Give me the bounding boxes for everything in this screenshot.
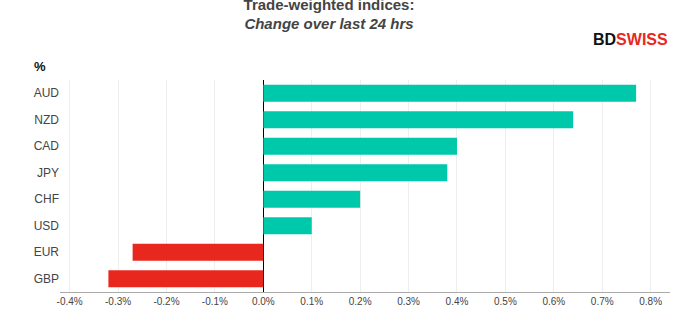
svg-text:CAD: CAD — [34, 139, 60, 153]
svg-text:0.5%: 0.5% — [494, 296, 517, 307]
svg-text:AUD: AUD — [34, 86, 60, 100]
svg-text:0.8%: 0.8% — [639, 296, 662, 307]
svg-text:CHF: CHF — [34, 192, 59, 206]
svg-text:-0.1%: -0.1% — [202, 296, 228, 307]
svg-text:GBP: GBP — [34, 272, 59, 286]
svg-text:0.7%: 0.7% — [591, 296, 614, 307]
svg-text:NZD: NZD — [34, 113, 59, 127]
svg-text:Trade-weighted indices:Change: Trade-weighted indices:Change over last … — [244, 0, 415, 32]
svg-text:%: % — [34, 59, 46, 74]
svg-text:BDSWISS: BDSWISS — [593, 31, 668, 48]
svg-text:-0.4%: -0.4% — [57, 296, 83, 307]
svg-text:0.0%: 0.0% — [252, 296, 275, 307]
svg-text:0.6%: 0.6% — [542, 296, 565, 307]
svg-text:EUR: EUR — [34, 245, 60, 259]
svg-text:JPY: JPY — [37, 166, 59, 180]
svg-text:USD: USD — [34, 219, 60, 233]
svg-text:0.2%: 0.2% — [349, 296, 372, 307]
svg-text:0.3%: 0.3% — [397, 296, 420, 307]
svg-text:-0.2%: -0.2% — [153, 296, 179, 307]
svg-text:-0.3%: -0.3% — [105, 296, 131, 307]
svg-text:0.1%: 0.1% — [300, 296, 323, 307]
svg-text:0.4%: 0.4% — [446, 296, 469, 307]
